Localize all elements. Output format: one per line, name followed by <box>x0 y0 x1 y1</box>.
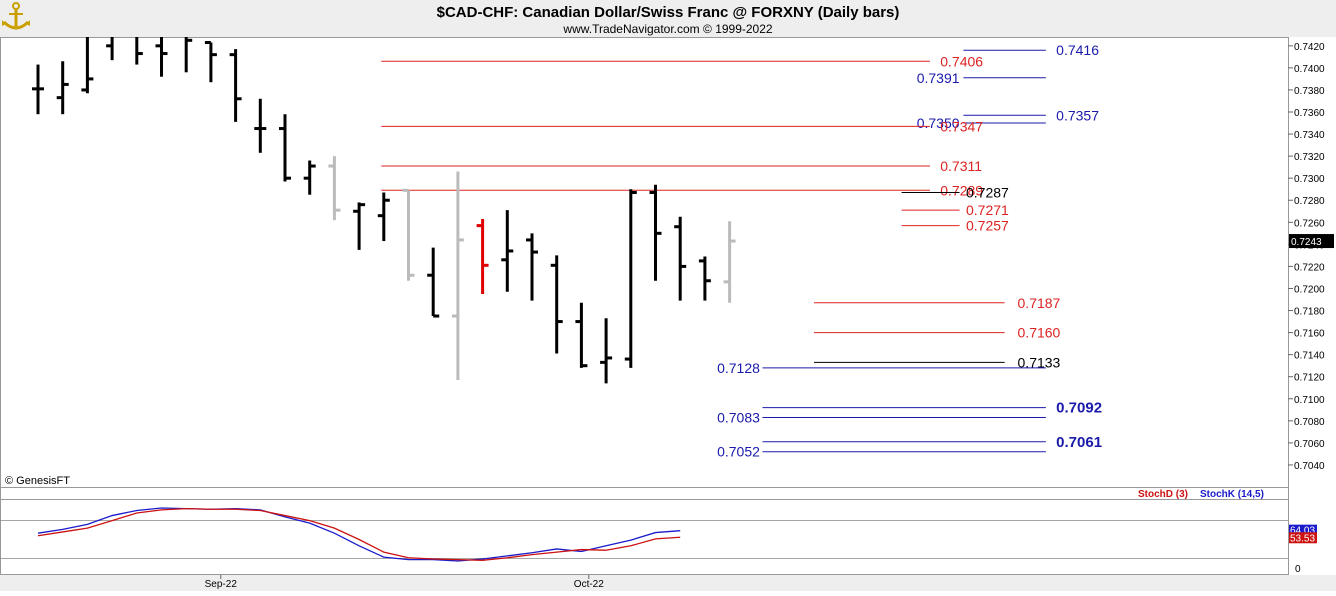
level-label: 0.7347 <box>940 118 983 134</box>
level-label: 0.7257 <box>966 218 1009 234</box>
level-label: 0.7187 <box>1018 295 1061 311</box>
price-panel <box>0 37 1289 488</box>
ohlc-bar <box>254 98 267 153</box>
level-label: 0.7133 <box>1018 354 1061 370</box>
last-price-marker <box>1289 234 1334 249</box>
level-label: 0.7311 <box>940 158 982 174</box>
level-label: 0.7416 <box>1056 42 1099 58</box>
ohlc-bar <box>32 64 44 115</box>
price-axis-bg <box>1289 37 1336 487</box>
level-label: 0.7357 <box>1056 107 1099 123</box>
date-axis-label: Oct-22 <box>574 579 604 590</box>
date-axis-bg <box>0 575 1336 591</box>
ohlc-bar <box>402 188 415 281</box>
level-label: 0.7287 <box>966 185 1009 201</box>
ohlc-bar <box>279 114 291 182</box>
price-axis-label: 0.7060 <box>1294 439 1325 450</box>
price-axis-label: 0.7400 <box>1294 64 1325 75</box>
ohlc-bar <box>204 41 217 83</box>
ohlc-bar <box>600 318 613 384</box>
ohlc-bar <box>229 49 242 122</box>
price-axis-label: 0.7180 <box>1294 307 1325 318</box>
price-axis-label: 0.7280 <box>1294 196 1325 207</box>
ohlc-bar <box>328 156 341 221</box>
price-axis-label: 0.7080 <box>1294 417 1325 428</box>
level-label: 0.7052 <box>717 444 760 460</box>
level-label: 0.7350 <box>917 115 960 131</box>
ohlc-bar <box>501 210 514 292</box>
price-bars <box>32 37 736 384</box>
level-label: 0.7083 <box>717 410 760 426</box>
price-axis-label: 0.7140 <box>1294 351 1325 362</box>
ohlc-bar <box>106 37 114 61</box>
level-label: 0.7092 <box>1056 400 1102 417</box>
date-axis: Sep-22 Oct-22 <box>0 575 1336 591</box>
date-axis-label: Sep-22 <box>205 579 238 590</box>
price-axis-label: 0.7160 <box>1294 329 1325 340</box>
level-label: 0.7160 <box>1018 325 1061 341</box>
price-axis-label: 0.7380 <box>1294 86 1325 97</box>
level-label: 0.7289 <box>940 182 983 198</box>
ohlc-bar <box>649 184 662 281</box>
ohlc-bar <box>377 192 390 242</box>
price-axis-label: 0.7360 <box>1294 108 1325 119</box>
watermark: © GenesisFT <box>5 475 70 487</box>
ohlc-bar <box>155 37 168 77</box>
chart-title: $CAD-CHF: Canadian Dollar/Swiss Franc @ … <box>437 4 900 21</box>
ohlc-bar <box>476 218 489 294</box>
last-price-label: 0.7243 <box>1291 237 1322 248</box>
stoch-axis-label: 0 <box>1295 564 1301 575</box>
ohlc-bar <box>427 247 440 318</box>
ohlc-bar <box>698 256 711 301</box>
ohlc-bar <box>526 233 538 301</box>
price-axis-label: 0.7100 <box>1294 395 1325 406</box>
price-axis-label: 0.7120 <box>1294 373 1325 384</box>
stoch-d-marker <box>1289 532 1317 544</box>
level-label: 0.7271 <box>966 202 1009 218</box>
stoch-k-marker <box>1289 524 1317 536</box>
header-background <box>0 0 1336 37</box>
ohlc-bar <box>624 189 637 368</box>
level-label: 0.7128 <box>717 360 760 376</box>
ohlc-bar <box>451 171 464 381</box>
ohlc-bar <box>575 302 588 368</box>
ohlc-bar <box>135 37 143 65</box>
ohlc-bar <box>184 37 193 73</box>
chart-subtitle: www.TradeNavigator.com © 1999-2022 <box>562 22 772 36</box>
price-axis-label: 0.7340 <box>1294 130 1325 141</box>
ohlc-bar <box>550 255 563 354</box>
level-label: 0.7391 <box>917 70 960 86</box>
level-label: 0.7061 <box>1056 434 1102 451</box>
price-axis-label: 0.7320 <box>1294 152 1325 163</box>
stoch-legend-k: StochK (14,5) <box>1200 489 1264 500</box>
level-label: 0.7406 <box>940 53 983 69</box>
price-axis: 0.7420 0.7400 0.7380 0.7360 0.7340 0.7320 0.73… <box>1288 37 1336 487</box>
price-axis-label: 0.7220 <box>1294 262 1325 273</box>
stoch-k-value: 64.03 <box>1290 526 1315 537</box>
ohlc-bar <box>353 202 366 250</box>
ohlc-bar <box>303 160 316 195</box>
ohlc-bar <box>674 216 687 301</box>
price-axis-label: 0.7300 <box>1294 174 1325 185</box>
stoch-d-line <box>37 507 681 561</box>
price-axis-label: 0.7260 <box>1294 218 1325 229</box>
price-axis-label: 0.7420 <box>1294 42 1325 53</box>
price-axis-label: 0.7200 <box>1294 284 1325 295</box>
ohlc-bar <box>81 37 94 94</box>
stoch-d-value: 53.53 <box>1290 533 1315 544</box>
stoch-legend-d: StochD (3) <box>1138 489 1188 500</box>
ohlc-bar <box>723 221 736 303</box>
anchor-icon <box>2 2 30 30</box>
stoch-legend-strip <box>0 487 1289 500</box>
price-axis-label: 0.7040 <box>1294 461 1325 472</box>
ohlc-bar <box>56 61 69 115</box>
stoch-panel <box>0 499 1289 575</box>
